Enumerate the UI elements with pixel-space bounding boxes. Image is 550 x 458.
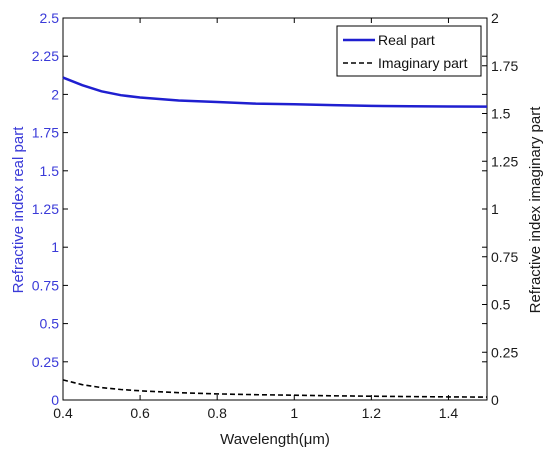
series-line-imaginary <box>62 379 488 398</box>
right-axis-ticks: 0 0.25 0.5 0.75 1 1.25 1.5 1.75 2 <box>482 10 518 408</box>
legend-label-real: Real part <box>378 32 435 48</box>
legend-label-imaginary: Imaginary part <box>378 55 468 71</box>
left-tick-label: 2.5 <box>40 10 60 26</box>
x-tick-label: 1.4 <box>439 405 459 421</box>
left-tick-label: 0 <box>51 392 59 408</box>
right-tick-label: 0.5 <box>491 297 511 313</box>
x-tick-label: 0.4 <box>53 405 73 421</box>
left-tick-label: 2 <box>51 86 59 102</box>
series-layer <box>62 76 488 398</box>
x-axis-label: Wavelength(μm) <box>220 431 330 448</box>
legend: Real part Imaginary part <box>336 25 482 77</box>
x-tick-label: 1 <box>290 405 298 421</box>
right-axis-label: Refractive index imaginary part <box>527 106 544 314</box>
left-tick-label: 0.75 <box>32 277 59 293</box>
x-tick-label: 0.8 <box>207 405 227 421</box>
series-line-real <box>62 76 488 108</box>
right-tick-label: 1.5 <box>491 106 511 122</box>
right-tick-label: 2 <box>491 10 499 26</box>
x-axis-ticks: 0.4 0.6 0.8 1 1.2 1.4 <box>53 18 458 421</box>
left-tick-label: 1.25 <box>32 201 59 217</box>
right-tick-label: 1.75 <box>491 58 518 74</box>
left-axis-label: Refractive index real part <box>10 126 27 294</box>
left-axis-ticks: 0 0.25 0.5 0.75 1 1.25 1.5 1.75 2 2.25 2.5 <box>32 10 487 408</box>
right-tick-label: 1.25 <box>491 153 518 169</box>
x-tick-label: 1.2 <box>362 405 382 421</box>
right-tick-label: 0 <box>491 392 499 408</box>
left-tick-label: 1.75 <box>32 125 59 141</box>
left-tick-label: 1.5 <box>40 163 60 179</box>
right-tick-label: 1 <box>491 201 499 217</box>
right-tick-label: 0.75 <box>491 249 518 265</box>
right-tick-label: 0.25 <box>491 344 518 360</box>
left-tick-label: 0.5 <box>40 316 60 332</box>
plot-area <box>62 17 488 401</box>
left-tick-label: 0.25 <box>32 354 59 370</box>
x-tick-label: 0.6 <box>130 405 150 421</box>
legend-box <box>336 25 482 77</box>
left-tick-label: 2.25 <box>32 48 59 64</box>
left-tick-label: 1 <box>51 239 59 255</box>
